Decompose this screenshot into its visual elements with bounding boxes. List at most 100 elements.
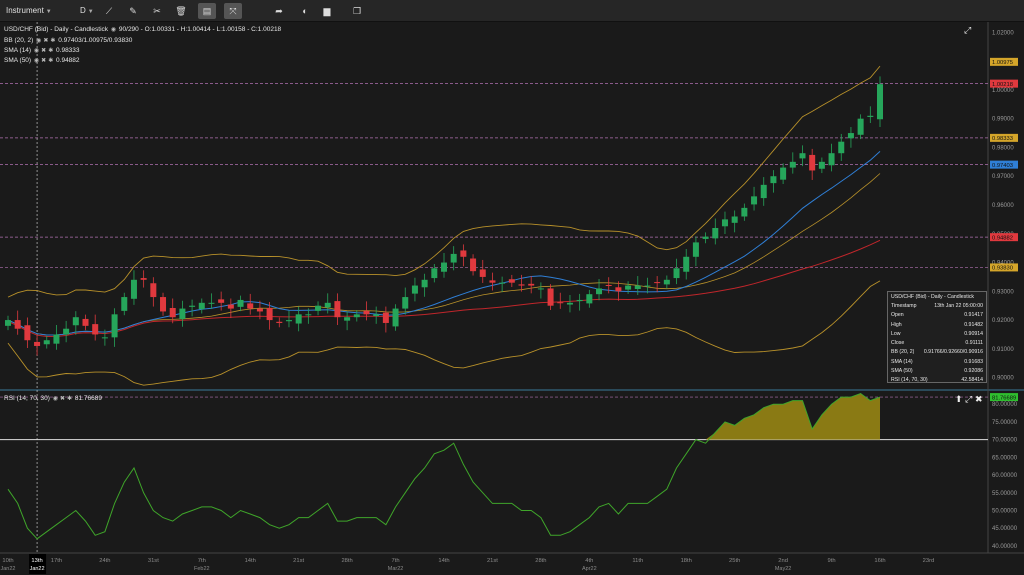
candle-body — [247, 303, 254, 309]
candle-body — [460, 250, 467, 257]
candle-body — [14, 320, 21, 329]
candle-body — [712, 228, 719, 239]
bb-label: BB (20, 2) — [4, 37, 34, 44]
close-icon[interactable]: ✖ — [41, 58, 47, 64]
candle-body — [324, 302, 331, 308]
price-label-text: 0.93830 — [992, 266, 1013, 272]
maximize-icon[interactable]: ⤢ — [965, 394, 973, 404]
time-tick-label: 23rd — [923, 558, 935, 564]
share-button[interactable]: ➦ — [275, 6, 283, 16]
pencil-tool-button[interactable]: ✎ — [129, 6, 137, 16]
candle-body — [654, 282, 661, 284]
time-tick-label: 16th — [874, 558, 885, 564]
candle-body — [876, 84, 884, 120]
window-button[interactable]: ❐ — [352, 6, 362, 16]
time-tick-sublabel: Apr22 — [582, 566, 597, 572]
instrument-selector[interactable]: Instrument ▼ — [6, 3, 52, 19]
close-icon[interactable]: ✖ — [41, 48, 47, 54]
price-tick-label: 0.99000 — [992, 117, 1014, 123]
tooltip-value: 0.92086 — [964, 368, 983, 375]
rsi-tick-label: 55.00000 — [992, 491, 1018, 497]
candle-body — [489, 280, 496, 283]
candle-body — [160, 297, 167, 312]
draw-line-tool-button[interactable]: ⟋ — [105, 6, 113, 16]
price-tick-label: 0.93000 — [992, 289, 1014, 295]
price-label-box — [990, 233, 1018, 242]
gear-icon[interactable]: ✱ — [48, 58, 54, 64]
time-tick-sublabel: May22 — [775, 566, 792, 572]
candle-body — [266, 307, 273, 321]
sma14-label: SMA (14) — [4, 47, 32, 54]
candle-body — [344, 317, 351, 321]
candle-body — [34, 341, 41, 346]
gear-icon[interactable]: ✱ — [66, 396, 73, 402]
theme-button[interactable]: ◐ — [302, 6, 308, 16]
period-selector[interactable]: D ▼ — [80, 3, 94, 19]
move-up-icon[interactable]: ⬆ — [955, 394, 963, 404]
eye-icon[interactable]: ◉ — [33, 48, 40, 54]
eye-icon[interactable]: ◉ — [36, 38, 42, 44]
close-icon[interactable]: ✖ — [43, 38, 49, 44]
price-label-box — [990, 57, 1018, 66]
sma50-line — [7, 239, 881, 338]
tooltip-key: BB (20, 2) — [891, 349, 915, 356]
main-legend: USD/CHF (Bid) - Daily - Candlestick ◉ 90… — [4, 26, 282, 33]
candle-body — [421, 279, 428, 288]
tooltip-key: Timestamp — [891, 303, 917, 309]
price-label-box — [990, 133, 1018, 142]
eye-icon[interactable]: ◉ — [52, 396, 58, 402]
rsi-legend: RSI (14, 70, 30) ◉ ✖ ✱ 81.76689 — [4, 395, 102, 403]
expand-tool-button[interactable]: ⤧ — [224, 3, 242, 19]
eye-icon[interactable]: ◉ — [110, 27, 117, 33]
candle-body — [121, 297, 128, 311]
candle-body — [508, 279, 515, 283]
candle-body — [499, 282, 506, 284]
gear-icon[interactable]: ✱ — [50, 38, 56, 44]
candle-body — [402, 297, 409, 309]
time-tick-label: 17th — [51, 558, 62, 564]
tooltip-key: SMA (50) — [891, 368, 913, 375]
chart-area[interactable]: 1.020001.010001.000000.990000.980000.970… — [0, 22, 1024, 575]
candle-body — [721, 219, 728, 227]
candle-counter: 90/290 — [118, 26, 139, 33]
tooltip-key: RSI (14, 70, 30) — [891, 377, 928, 384]
rsi-tick-label: 80.00000 — [992, 402, 1018, 408]
tooltip-value: 0.91482 — [964, 321, 983, 328]
price-label-box — [990, 160, 1018, 169]
layout-toggle-button[interactable]: ▤ — [198, 3, 216, 19]
close-icon[interactable]: ✖ — [975, 394, 983, 404]
maximize-icon[interactable]: ⤢ — [964, 25, 972, 35]
tooltip-row: RSI (14, 70, 30) 42.58414 — [891, 376, 983, 385]
candle-body — [605, 284, 612, 286]
candle-body — [470, 258, 477, 272]
candle-body — [101, 337, 108, 339]
candle-body — [857, 118, 864, 135]
tooltip-value: 13th Jan 22 05:00:00 — [934, 303, 983, 309]
delete-tool-button[interactable]: 🗑 — [175, 6, 187, 16]
language-button[interactable]: ▆ — [323, 6, 331, 16]
rsi-value-box — [990, 393, 1018, 402]
candle-body — [353, 314, 360, 318]
time-tick-label: 14th — [245, 558, 256, 564]
candle-body — [809, 154, 816, 171]
top-toolbar: Instrument ▼ D ▼ ⟋ ✎ ✂ 🗑 ▤ ⤧ ➦ ◐ ▆ ❐ — [0, 0, 1024, 22]
candle-body — [838, 141, 845, 154]
instrument-title: USD/CHF (Bid) - Daily - Candlestick — [4, 26, 109, 33]
time-tick-label: 24th — [99, 558, 110, 564]
candle-body — [315, 305, 322, 311]
price-label-text: 0.97403 — [992, 163, 1013, 169]
candle-body — [218, 299, 225, 303]
time-tick-label: 9th — [828, 558, 836, 564]
crosshair-tool-button[interactable]: ✂ — [153, 6, 161, 16]
time-tick-label: 21st — [293, 558, 304, 564]
candle-body — [208, 302, 215, 304]
time-tick-label: 7th — [198, 558, 206, 564]
gear-icon[interactable]: ✱ — [48, 48, 54, 54]
candle-body — [518, 284, 525, 286]
close-icon[interactable]: ✖ — [59, 396, 65, 402]
eye-icon[interactable]: ◉ — [33, 58, 40, 64]
bb-lower-line — [7, 280, 881, 386]
rsi-overbought-fill — [8, 393, 880, 440]
tooltip-key: Close — [891, 340, 905, 347]
candle-body — [440, 262, 448, 272]
